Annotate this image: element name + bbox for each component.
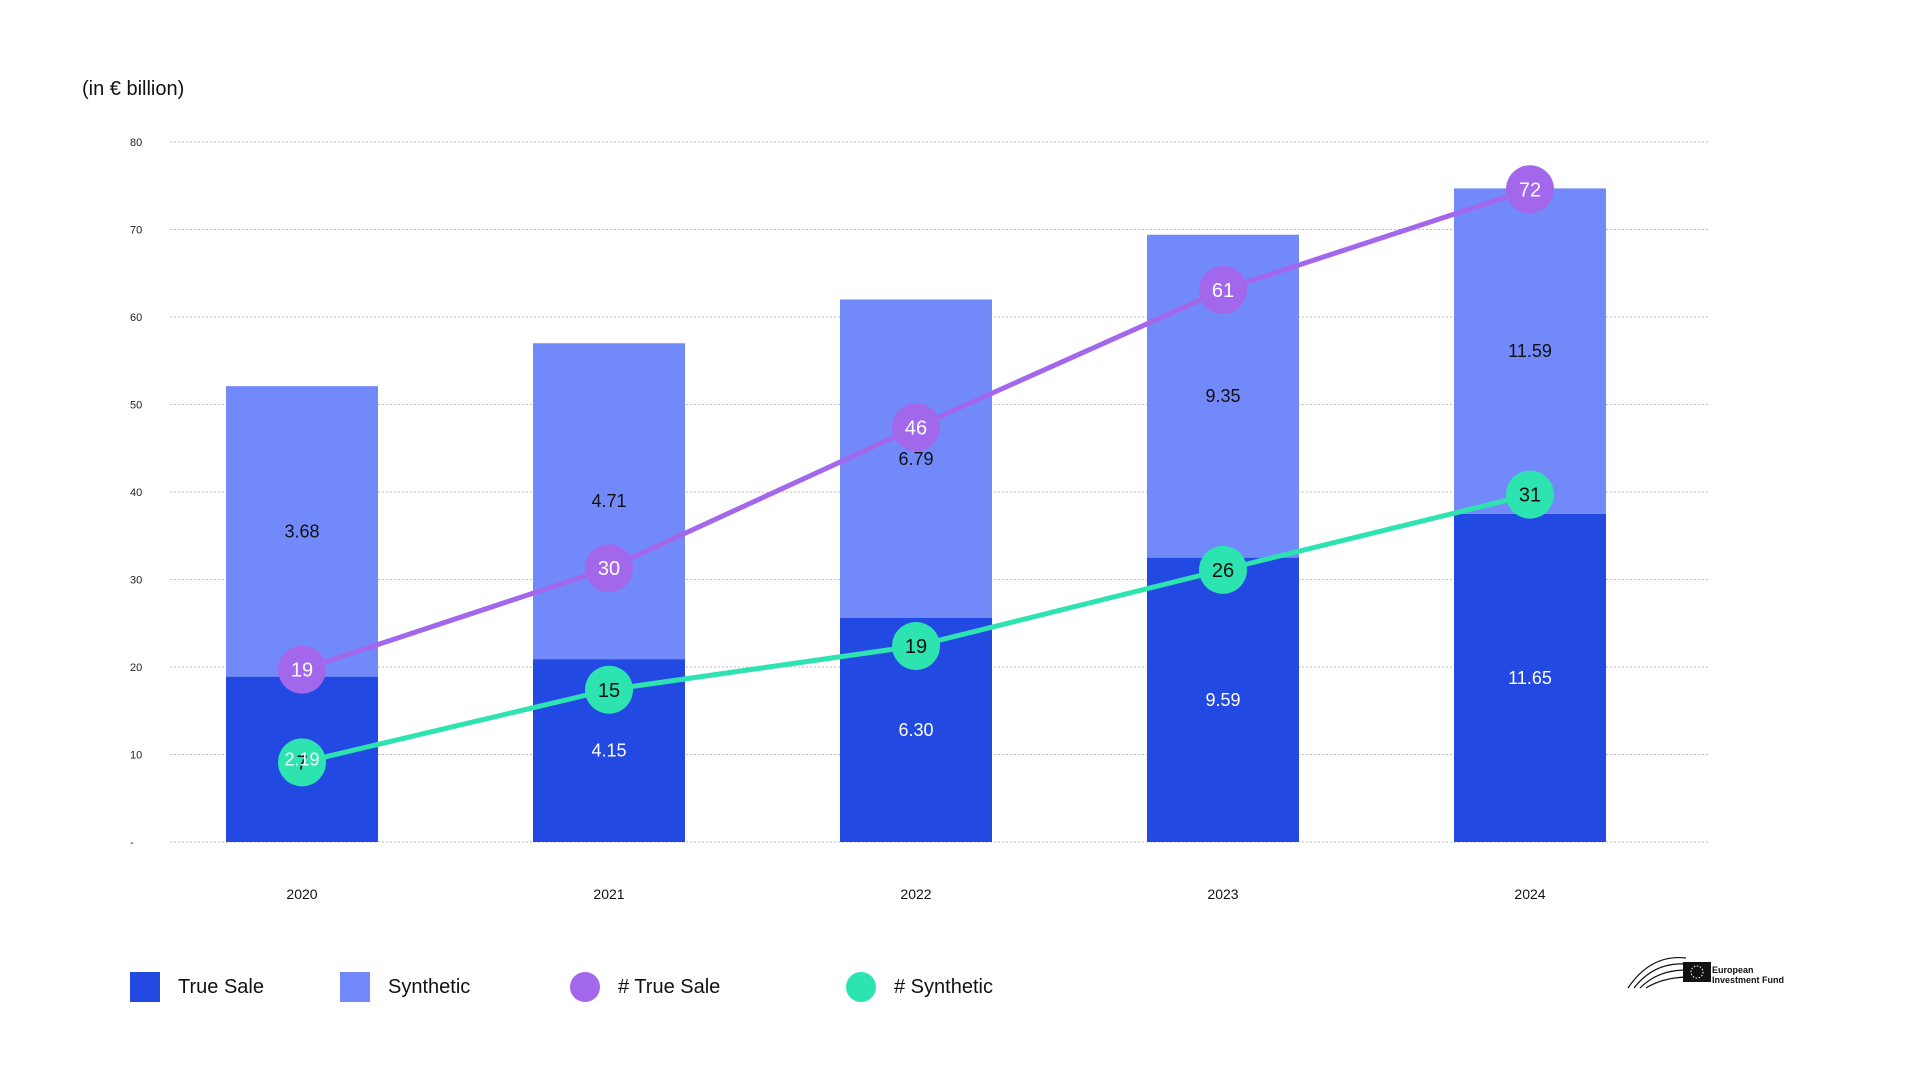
bar-segment [533, 343, 685, 660]
bar-data-label: 9.35 [1205, 386, 1240, 406]
bar-data-label: 6.30 [898, 720, 933, 740]
line-point-label: 19 [291, 660, 313, 682]
line-point-label: 61 [1212, 280, 1234, 302]
line-point-label: 46 [905, 417, 927, 439]
line-point-marker [1199, 265, 1247, 314]
legend-swatch-synthetic [340, 972, 370, 1002]
line-point-label: 31 [1519, 485, 1541, 507]
line-point-marker [892, 403, 940, 452]
bar-data-label: 9.59 [1205, 690, 1240, 710]
line-point-label: 30 [598, 558, 620, 580]
bar-segment [840, 299, 992, 618]
x-tick-label: 2021 [593, 886, 624, 902]
x-tick-label: 2022 [900, 886, 931, 902]
line-point-label: 19 [905, 636, 927, 658]
legend-item-true-sale: True Sale [130, 972, 264, 1002]
legend-label-synthetic: Synthetic [388, 975, 471, 998]
legend-label-count-synthetic: # Synthetic [894, 975, 993, 998]
line-point-marker [585, 665, 633, 714]
bar-data-label: 11.59 [1508, 341, 1552, 361]
line-point-marker [1199, 545, 1247, 594]
y-tick-label: 30 [130, 575, 142, 587]
legend-item-count-true-sale: # True Sale [570, 972, 720, 1002]
line-point-label: 15 [598, 680, 620, 702]
x-tick-label: 2024 [1514, 886, 1545, 902]
y-axis-unit-label: (in € billion) [82, 78, 185, 100]
legend-label-true-sale: True Sale [178, 975, 264, 998]
line-point-marker [585, 544, 633, 593]
bar-data-label: 6.79 [898, 449, 933, 469]
legend-dot-count-synthetic [846, 972, 876, 1002]
bar-segment [1454, 513, 1606, 842]
bar-data-label: 4.71 [591, 491, 626, 511]
y-tick-label: 50 [130, 400, 142, 412]
bar-data-label: 4.15 [591, 741, 626, 761]
line-point-marker [1506, 470, 1554, 519]
y-tick-label: 20 [130, 662, 142, 674]
eif-logo-arc-icon [1627, 956, 1687, 989]
y-tick-label: - [130, 837, 134, 849]
bar-segment [226, 386, 378, 677]
bar-segment [1147, 557, 1299, 842]
bar-segment [1454, 188, 1606, 514]
y-tick-label: 40 [130, 487, 142, 499]
bar-data-label: 3.68 [284, 521, 319, 541]
bar-data-label: 2.19 [284, 749, 319, 769]
line-point-marker [278, 645, 326, 694]
x-tick-label: 2023 [1207, 886, 1238, 902]
legend-item-count-synthetic: # Synthetic [846, 972, 993, 1002]
y-tick-label: 80 [130, 137, 142, 149]
line-point-marker [1506, 165, 1554, 214]
eu-flag-icon [1683, 962, 1711, 982]
y-tick-label: 10 [130, 750, 142, 762]
bar-data-label: 11.65 [1508, 668, 1552, 688]
x-tick-label: 2020 [286, 886, 317, 902]
eif-logo [1627, 956, 1711, 989]
eif-logo-text: European Investment Fund [1712, 965, 1785, 985]
legend-label-count-true-sale: # True Sale [618, 975, 721, 998]
line-point-label: 7 [296, 752, 307, 774]
line-point-marker [278, 738, 326, 787]
line-point-label: 26 [1212, 560, 1234, 582]
legend-swatch-true-sale [130, 972, 160, 1002]
legend-dot-count-true-sale [570, 972, 600, 1002]
line-point-label: 72 [1519, 179, 1541, 201]
y-tick-label: 70 [130, 225, 142, 237]
line-point-marker [892, 622, 940, 670]
y-tick-label: 60 [130, 312, 142, 324]
legend-item-synthetic: Synthetic [340, 972, 470, 1002]
